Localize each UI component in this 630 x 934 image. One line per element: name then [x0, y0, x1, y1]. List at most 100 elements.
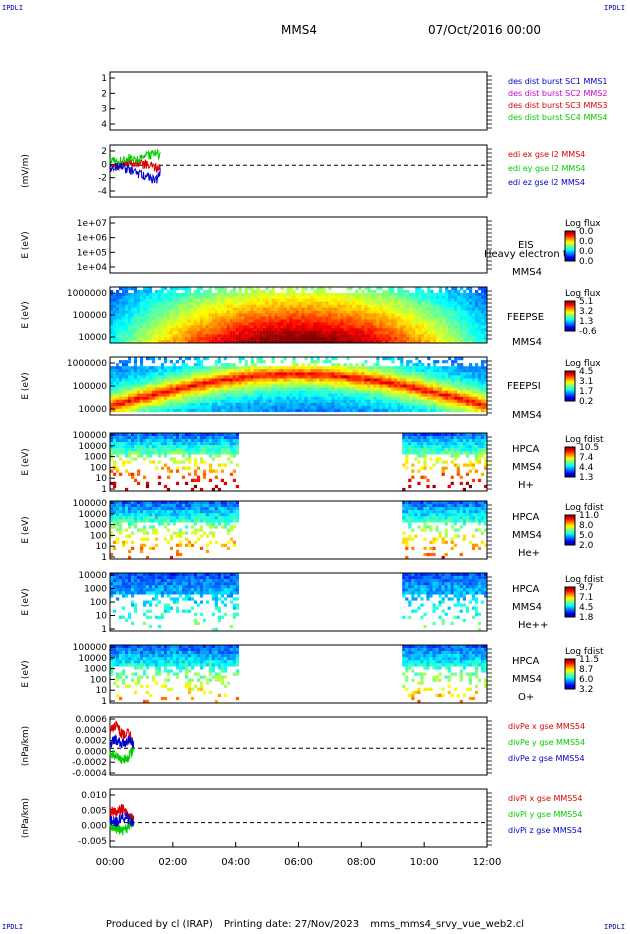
heatmap-cell	[128, 387, 132, 391]
heatmap-cell	[325, 328, 329, 332]
heatmap-cell	[418, 313, 422, 317]
heatmap-cell	[154, 390, 159, 394]
heatmap-cell	[370, 310, 374, 314]
heatmap-cell	[268, 304, 272, 308]
heatmap-cell	[472, 337, 476, 341]
heatmap-cell	[409, 372, 413, 376]
heatmap-cell	[286, 378, 290, 382]
heatmap-cell	[439, 387, 443, 391]
heatmap-cell	[373, 334, 377, 338]
heatmap-cell	[376, 402, 380, 406]
heatmap-cell	[184, 408, 188, 413]
heatmap-cell	[211, 457, 215, 461]
heatmap-cell	[316, 331, 320, 335]
heatmap-cell	[271, 316, 275, 320]
heatmap-cell	[220, 366, 224, 370]
heatmap-cell	[241, 399, 245, 403]
y-tick-label-2-0: 1e+07	[77, 219, 107, 229]
heatmap-cell	[181, 369, 185, 373]
heatmap-cell	[211, 310, 215, 314]
heatmap-cell	[244, 390, 248, 394]
y-tick-label-3-1: 100000	[73, 311, 108, 321]
heatmap-cell	[343, 387, 347, 391]
heatmap-cell	[439, 313, 443, 317]
heatmap-cell	[172, 334, 176, 338]
heatmap-cell	[220, 301, 224, 305]
heatmap-cell	[337, 292, 341, 297]
heatmap-cell	[259, 307, 263, 311]
heatmap-cell	[391, 331, 395, 335]
heatmap-cell	[226, 366, 230, 370]
heatmap-cell	[397, 304, 401, 308]
heatmap-cell	[259, 328, 263, 332]
heatmap-cell	[463, 402, 467, 406]
heatmap-cell	[289, 307, 293, 311]
heatmap-cell	[298, 307, 302, 311]
heatmap-cell	[130, 340, 135, 344]
heatmap-cell	[346, 295, 350, 299]
heatmap-cell	[220, 463, 224, 467]
heatmap-cell	[193, 363, 197, 367]
heatmap-cell	[244, 360, 248, 364]
heatmap-cell	[331, 334, 335, 338]
heatmap-cell	[229, 322, 233, 326]
heatmap-cell	[190, 387, 194, 391]
heatmap-cell	[361, 334, 365, 338]
heatmap-cell	[466, 340, 470, 344]
heatmap-cell	[143, 475, 147, 479]
heatmap-cell	[143, 442, 147, 446]
heatmap-cell	[331, 402, 335, 406]
heatmap-cell	[423, 460, 427, 464]
heatmap-cell	[163, 328, 168, 332]
heatmap-cell	[241, 337, 245, 341]
heatmap-cell	[481, 298, 485, 302]
heatmap-cell	[400, 372, 404, 376]
heatmap-cell	[411, 475, 415, 479]
heatmap-cell	[157, 372, 162, 376]
heatmap-cell	[307, 316, 311, 320]
heatmap-cell	[232, 372, 236, 376]
heatmap-cell	[211, 448, 215, 452]
heatmap-cell	[253, 304, 257, 308]
heatmap-cell	[391, 396, 395, 400]
heatmap-cell	[202, 331, 206, 335]
heatmap-cell	[125, 442, 129, 446]
heatmap-cell	[391, 381, 395, 385]
heatmap-cell	[125, 298, 129, 302]
heatmap-cell	[448, 325, 452, 329]
heatmap-cell	[202, 310, 206, 314]
heatmap-cell	[430, 396, 434, 400]
heatmap-cell	[292, 322, 296, 326]
heatmap-cell	[178, 372, 182, 376]
heatmap-cell	[143, 445, 147, 449]
heatmap-cell	[304, 381, 308, 385]
heatmap-cell	[256, 310, 260, 314]
heatmap-cell	[433, 310, 437, 314]
heatmap-cell	[346, 301, 350, 305]
heatmap-cell	[292, 295, 296, 299]
heatmap-cell	[408, 448, 412, 452]
heatmap-cell	[259, 334, 263, 338]
heatmap-cell	[328, 328, 332, 332]
heatmap-cell	[478, 316, 482, 320]
heatmap-cell	[154, 433, 159, 437]
heatmap-cell	[199, 369, 203, 373]
heatmap-cell	[133, 405, 138, 409]
heatmap-cell	[262, 372, 266, 376]
heatmap-cell	[157, 310, 162, 314]
heatmap-cell	[334, 331, 338, 335]
heatmap-cell	[139, 307, 144, 311]
heatmap-cell	[346, 375, 350, 379]
heatmap-cell	[307, 331, 311, 335]
heatmap-cell	[208, 399, 212, 403]
heatmap-cell	[420, 448, 424, 452]
heatmap-cell	[352, 399, 356, 403]
heatmap-cell	[439, 301, 443, 305]
heatmap-cell	[256, 337, 260, 341]
heatmap-cell	[343, 313, 347, 317]
heatmap-cell	[286, 366, 290, 370]
heatmap-cell	[394, 381, 398, 385]
heatmap-cell	[256, 331, 260, 335]
heatmap-cell	[133, 372, 138, 376]
heatmap-cell	[382, 378, 386, 382]
